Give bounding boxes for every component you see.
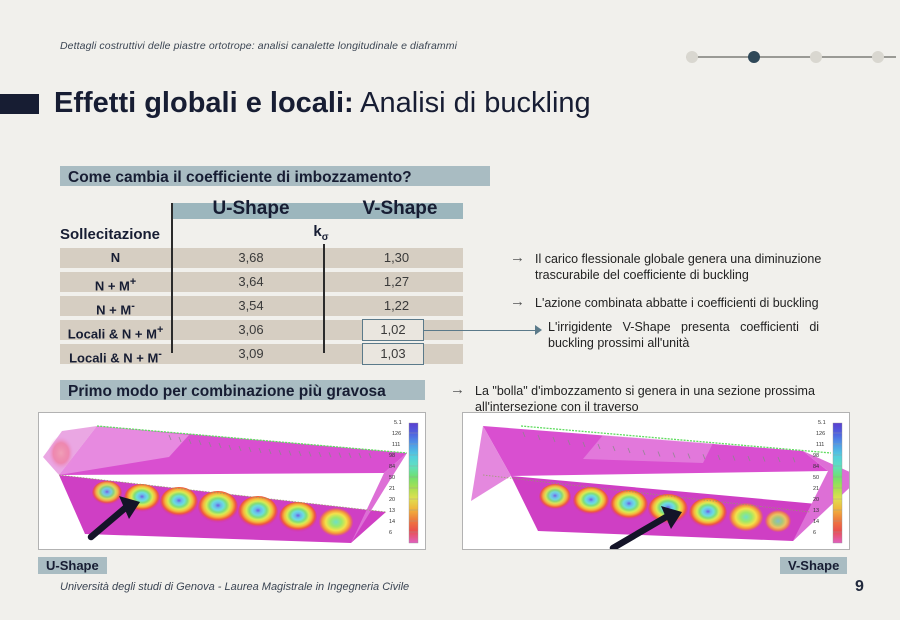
svg-text:5.1: 5.1 [818, 420, 826, 426]
svg-text:13: 13 [389, 508, 395, 514]
svg-text:5.1: 5.1 [394, 420, 402, 426]
svg-text:20: 20 [389, 497, 395, 503]
svg-text:14: 14 [813, 519, 819, 525]
svg-text:126: 126 [392, 431, 401, 437]
svg-text:20: 20 [813, 497, 819, 503]
svg-text:21: 21 [389, 486, 395, 492]
svg-text:14: 14 [389, 519, 395, 525]
svg-text:98: 98 [389, 453, 395, 459]
svg-text:111: 111 [816, 442, 824, 448]
svg-text:13: 13 [813, 508, 819, 514]
svg-text:21: 21 [813, 486, 819, 492]
svg-text:84: 84 [389, 464, 395, 470]
svg-text:98: 98 [813, 453, 819, 459]
svg-text:111: 111 [392, 442, 400, 448]
svg-text:84: 84 [813, 464, 819, 470]
svg-text:50: 50 [813, 475, 819, 481]
svg-text:50: 50 [389, 475, 395, 481]
svg-text:6: 6 [389, 530, 392, 536]
svg-text:6: 6 [813, 530, 816, 536]
svg-text:126: 126 [816, 431, 825, 437]
